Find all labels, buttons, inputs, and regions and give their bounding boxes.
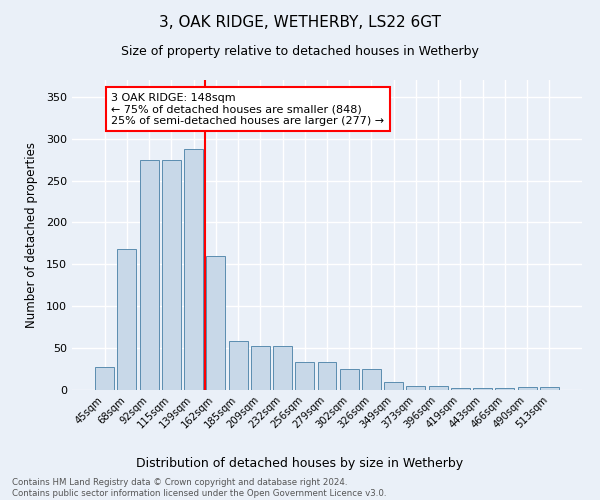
Bar xyxy=(206,256,225,390)
Text: Distribution of detached houses by size in Wetherby: Distribution of detached houses by size … xyxy=(136,458,464,470)
Bar xyxy=(540,386,559,390)
Bar xyxy=(451,388,470,390)
Bar xyxy=(496,388,514,390)
Bar xyxy=(251,346,270,390)
Bar xyxy=(384,382,403,390)
Bar xyxy=(229,342,248,390)
Bar xyxy=(162,160,181,390)
Bar xyxy=(273,346,292,390)
Y-axis label: Number of detached properties: Number of detached properties xyxy=(25,142,38,328)
Text: Size of property relative to detached houses in Wetherby: Size of property relative to detached ho… xyxy=(121,45,479,58)
Bar xyxy=(184,148,203,390)
Bar xyxy=(518,386,536,390)
Bar xyxy=(406,386,425,390)
Text: 3, OAK RIDGE, WETHERBY, LS22 6GT: 3, OAK RIDGE, WETHERBY, LS22 6GT xyxy=(159,15,441,30)
Bar xyxy=(95,366,114,390)
Bar xyxy=(140,160,158,390)
Bar xyxy=(340,369,359,390)
Bar xyxy=(118,249,136,390)
Bar xyxy=(295,362,314,390)
Bar xyxy=(429,386,448,390)
Text: 3 OAK RIDGE: 148sqm
← 75% of detached houses are smaller (848)
25% of semi-detac: 3 OAK RIDGE: 148sqm ← 75% of detached ho… xyxy=(112,92,385,126)
Text: Contains HM Land Registry data © Crown copyright and database right 2024.
Contai: Contains HM Land Registry data © Crown c… xyxy=(12,478,386,498)
Bar xyxy=(473,388,492,390)
Bar xyxy=(362,369,381,390)
Bar xyxy=(317,362,337,390)
